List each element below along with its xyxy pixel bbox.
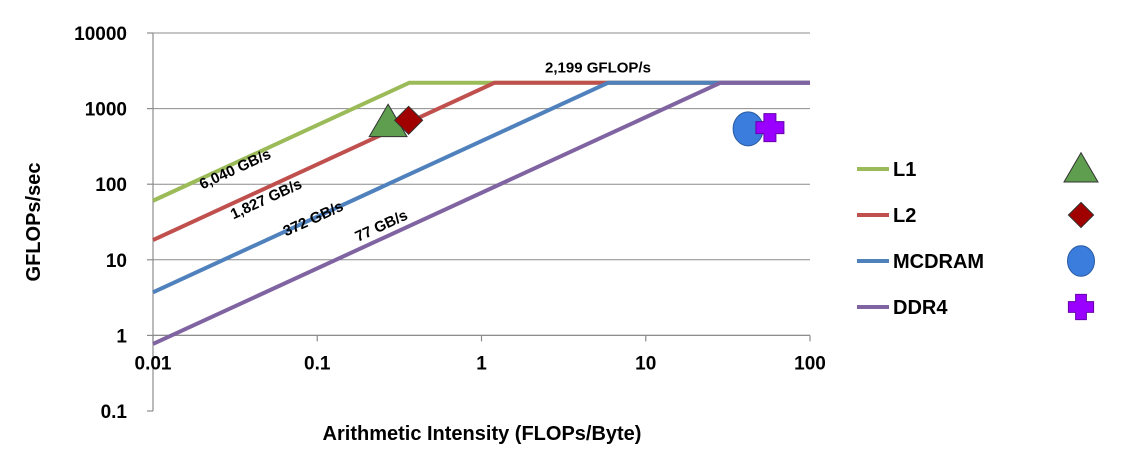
legend-marker-l1 — [1063, 151, 1099, 183]
series-line-ddr4 — [152, 80, 810, 346]
data-point-l2 — [393, 105, 424, 136]
x-axis-label: Arithmetic Intensity (FLOPs/Byte) — [323, 423, 642, 445]
x-tick-label: 0.1 — [304, 353, 331, 374]
y-tick-label: 10 — [106, 251, 127, 272]
legend-label-l1: L1 — [893, 159, 916, 181]
x-tick-label: 1 — [476, 353, 487, 374]
legend-item-ddr4: DDR4 — [857, 293, 1095, 321]
data-point-ddr4 — [755, 113, 785, 143]
legend-item-l2: L2 — [857, 201, 1095, 229]
tick-layer: 0.1 1 10 100 1000 10000 0.01 0.1 1 10 100 — [74, 24, 826, 423]
x-tick-label: 0.01 — [135, 353, 172, 374]
legend-marker-ddr4 — [1067, 293, 1095, 321]
y-tick-label: 0.1 — [101, 402, 128, 423]
y-tick-label: 10000 — [74, 24, 127, 45]
peak-label: 2,199 GFLOP/s — [545, 60, 651, 77]
legend-marker-mcdram — [1067, 245, 1095, 277]
series-layer — [152, 80, 810, 346]
legend-marker-l2 — [1067, 201, 1095, 229]
x-tick-label: 10 — [635, 353, 656, 374]
grid-layer — [147, 32, 811, 412]
bandwidth-label-mcdram: 372 GB/s — [281, 198, 346, 240]
y-tick-label: 100 — [95, 175, 127, 196]
legend-layer: L1 L2 MCDRAM DDR4 — [857, 151, 1099, 321]
series-line-mcdram — [152, 80, 810, 295]
marker-layer — [368, 103, 785, 147]
legend-label-l2: L2 — [893, 205, 916, 227]
y-axis-label: GFLOPs/sec — [23, 163, 45, 282]
legend-label-mcdram: MCDRAM — [893, 251, 984, 273]
bandwidth-label-l1: 6,040 GB/s — [197, 146, 274, 194]
legend-label-ddr4: DDR4 — [893, 297, 948, 319]
legend-item-l1: L1 — [857, 151, 1099, 183]
y-tick-label: 1000 — [85, 100, 127, 121]
x-tick-label: 100 — [794, 353, 826, 374]
legend-item-mcdram: MCDRAM — [857, 245, 1095, 277]
y-tick-label: 1 — [116, 326, 127, 347]
